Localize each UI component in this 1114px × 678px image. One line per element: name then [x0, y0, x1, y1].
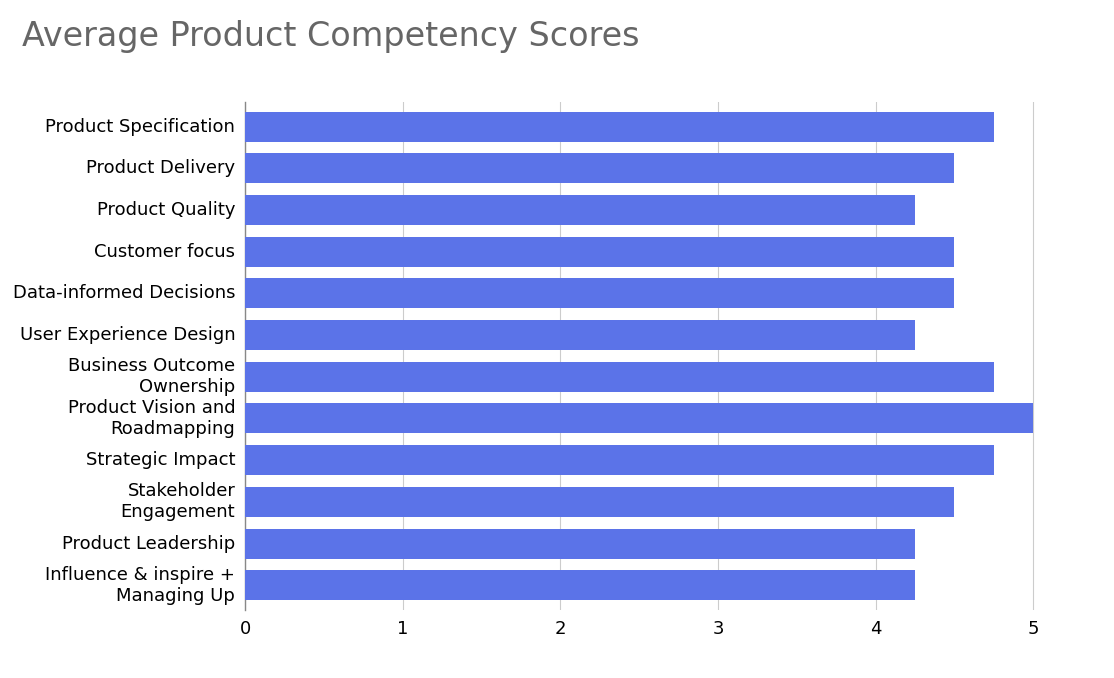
Bar	[245, 445, 994, 475]
Bar	[245, 487, 955, 517]
Text: Average Product Competency Scores: Average Product Competency Scores	[22, 20, 639, 54]
Bar	[245, 362, 994, 392]
Bar	[245, 112, 994, 142]
Bar	[245, 403, 1034, 433]
Bar	[245, 279, 955, 308]
Bar	[245, 529, 915, 559]
Bar	[245, 320, 915, 350]
Bar	[245, 195, 915, 225]
Bar	[245, 237, 955, 266]
Bar	[245, 570, 915, 600]
Bar	[245, 153, 955, 183]
